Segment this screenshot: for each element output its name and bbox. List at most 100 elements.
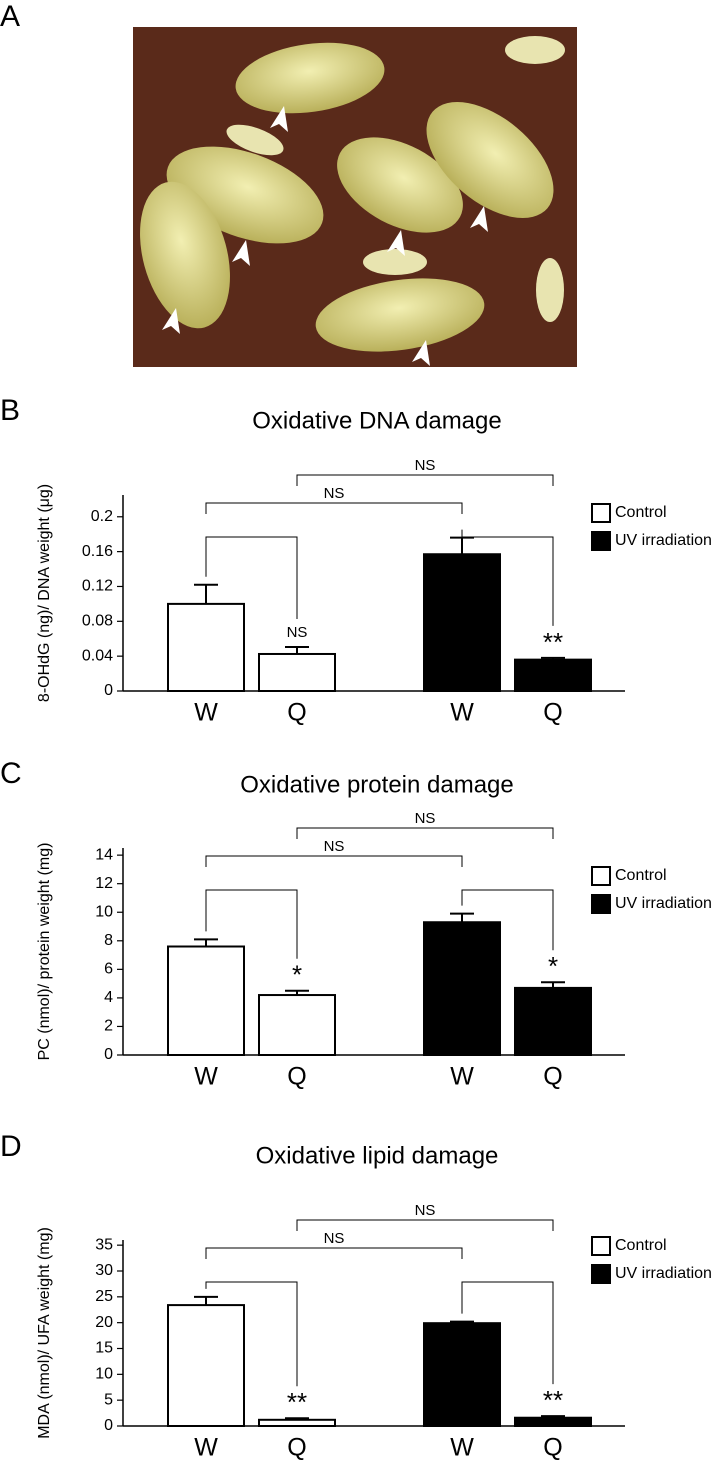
panel-label: A xyxy=(0,0,20,33)
legend-label: UV irradiation xyxy=(615,532,712,549)
bar xyxy=(514,658,592,693)
x-tick-label: Q xyxy=(287,1434,306,1462)
legend-label: Control xyxy=(615,504,667,521)
photo xyxy=(133,27,577,367)
bar xyxy=(258,652,336,693)
y-tick-label: 0.04 xyxy=(82,647,113,664)
error-bar xyxy=(450,1320,474,1324)
error-bar xyxy=(541,981,565,988)
error-bar xyxy=(194,583,218,604)
legend-swatch xyxy=(591,894,611,914)
x-tick-label: W xyxy=(194,699,218,727)
y-tick-label: 25 xyxy=(95,1288,113,1305)
chart-title: Oxidative protein damage xyxy=(240,771,514,798)
significance-bracket xyxy=(205,889,298,959)
legend-label: UV irradiation xyxy=(615,1265,712,1282)
y-tick-label: 0.12 xyxy=(82,578,113,595)
y-tick-label: 10 xyxy=(95,1366,113,1383)
panel-label: B xyxy=(0,394,20,427)
significance-label: ** xyxy=(287,1387,307,1417)
significance-bracket xyxy=(296,827,554,839)
bar xyxy=(514,986,592,1056)
significance-label: * xyxy=(548,951,558,981)
y-tick-label: 0.16 xyxy=(82,543,113,560)
y-tick-label: 14 xyxy=(95,846,113,863)
y-axis-label: PC (nmol)/ protein weight (mg) xyxy=(36,843,53,1061)
significance-label: ** xyxy=(543,627,563,657)
x-tick-label: Q xyxy=(287,1063,306,1091)
error-bar xyxy=(285,1417,309,1420)
error-bar xyxy=(194,1295,218,1306)
legend-swatch xyxy=(591,1264,611,1284)
x-tick-label: Q xyxy=(287,699,306,727)
significance-bracket xyxy=(205,1281,298,1387)
significance-bracket xyxy=(205,502,463,514)
legend-label: Control xyxy=(615,1237,667,1254)
y-tick-label: 4 xyxy=(104,989,113,1006)
y-tick-label: 30 xyxy=(95,1262,113,1279)
y-tick-label: 5 xyxy=(104,1391,113,1408)
significance-label: NS xyxy=(287,624,308,641)
x-tick-label: W xyxy=(450,1434,474,1462)
y-tick-label: 15 xyxy=(95,1340,113,1357)
chart-title: Oxidative DNA damage xyxy=(252,407,501,434)
y-axis-label: 8-OHdG (ng)/ DNA weight (μg) xyxy=(36,484,53,702)
significance-label: NS xyxy=(415,810,436,827)
significance-label: * xyxy=(292,960,302,990)
significance-bracket xyxy=(205,1247,463,1259)
x-tick-label: Q xyxy=(543,699,562,727)
y-tick-label: 6 xyxy=(104,961,113,978)
significance-label: ** xyxy=(543,1385,563,1415)
significance-bracket xyxy=(461,529,554,626)
significance-label: NS xyxy=(324,1230,345,1247)
x-tick-label: W xyxy=(194,1434,218,1462)
bar xyxy=(167,1304,245,1427)
x-tick-label: W xyxy=(450,1063,474,1091)
significance-bracket xyxy=(461,1281,554,1385)
bar xyxy=(423,1322,501,1428)
significance-bracket xyxy=(461,889,554,951)
significance-bracket xyxy=(205,855,463,867)
significance-label: NS xyxy=(415,1202,436,1219)
bar xyxy=(258,1418,336,1428)
bar xyxy=(423,921,501,1057)
error-bar xyxy=(450,536,474,555)
y-tick-label: 0 xyxy=(104,682,113,699)
significance-label: NS xyxy=(324,838,345,855)
y-tick-label: 8 xyxy=(104,932,113,949)
significance-label: NS xyxy=(324,485,345,502)
significance-bracket xyxy=(205,536,298,620)
x-tick-label: W xyxy=(194,1063,218,1091)
error-bar xyxy=(541,656,565,660)
significance-bracket xyxy=(296,474,554,486)
y-axis-label: MDA (nmol)/ UFA weight (mg) xyxy=(36,1227,53,1439)
y-tick-label: 0 xyxy=(104,1417,113,1434)
bar xyxy=(167,602,245,693)
y-tick-label: 35 xyxy=(95,1236,113,1253)
error-bar xyxy=(285,646,309,654)
y-tick-label: 2 xyxy=(104,1018,113,1035)
panel-label: C xyxy=(0,757,22,790)
significance-label: NS xyxy=(415,457,436,474)
bar xyxy=(423,553,501,692)
legend-swatch xyxy=(591,531,611,551)
x-tick-label: W xyxy=(450,699,474,727)
error-bar xyxy=(194,938,218,947)
panel-label: D xyxy=(0,1130,22,1163)
x-tick-label: Q xyxy=(543,1063,562,1091)
y-tick-label: 12 xyxy=(95,875,113,892)
x-tick-label: Q xyxy=(543,1434,562,1462)
y-tick-label: 20 xyxy=(95,1314,113,1331)
y-tick-label: 0 xyxy=(104,1046,113,1063)
y-tick-label: 0.2 xyxy=(91,508,113,525)
legend-swatch xyxy=(591,866,611,886)
legend-swatch xyxy=(591,1236,611,1256)
legend-swatch xyxy=(591,503,611,523)
y-tick-label: 10 xyxy=(95,903,113,920)
bar xyxy=(167,945,245,1056)
error-bar xyxy=(285,989,309,996)
error-bar xyxy=(541,1415,565,1418)
legend-label: Control xyxy=(615,867,667,884)
bar xyxy=(514,1416,592,1427)
